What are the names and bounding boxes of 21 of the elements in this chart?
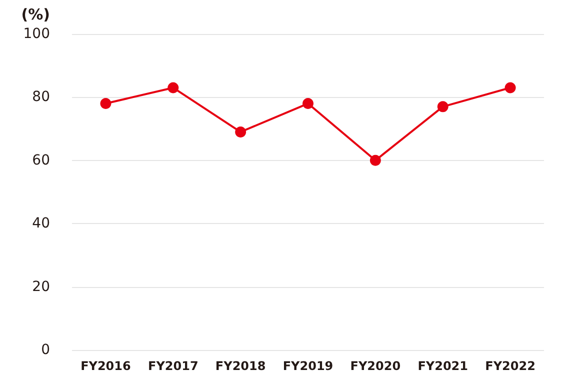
point <box>235 126 246 138</box>
x-tick-label: FY2016 <box>80 359 131 373</box>
point <box>302 98 314 110</box>
y-tick-label: 100 <box>23 26 50 42</box>
point <box>370 154 381 166</box>
y-tick-label: 40 <box>32 216 50 232</box>
y-tick-label: 0 <box>41 342 50 358</box>
point <box>100 98 112 110</box>
y-tick-label: 80 <box>32 89 50 106</box>
x-tick-label: FY2022 <box>485 359 536 373</box>
x-tick-label: FY2020 <box>350 359 401 373</box>
point <box>437 101 448 112</box>
point <box>168 82 179 94</box>
point <box>504 82 516 94</box>
y-tick-label: 60 <box>32 152 50 168</box>
y-axis-title: (%) <box>21 6 50 24</box>
x-tick-label: FY2018 <box>215 359 266 373</box>
x-tick-label: FY2019 <box>282 359 334 373</box>
y-tick-label: 20 <box>32 278 50 295</box>
x-tick-label: FY2017 <box>148 359 198 373</box>
x-tick-label: FY2021 <box>418 359 468 373</box>
